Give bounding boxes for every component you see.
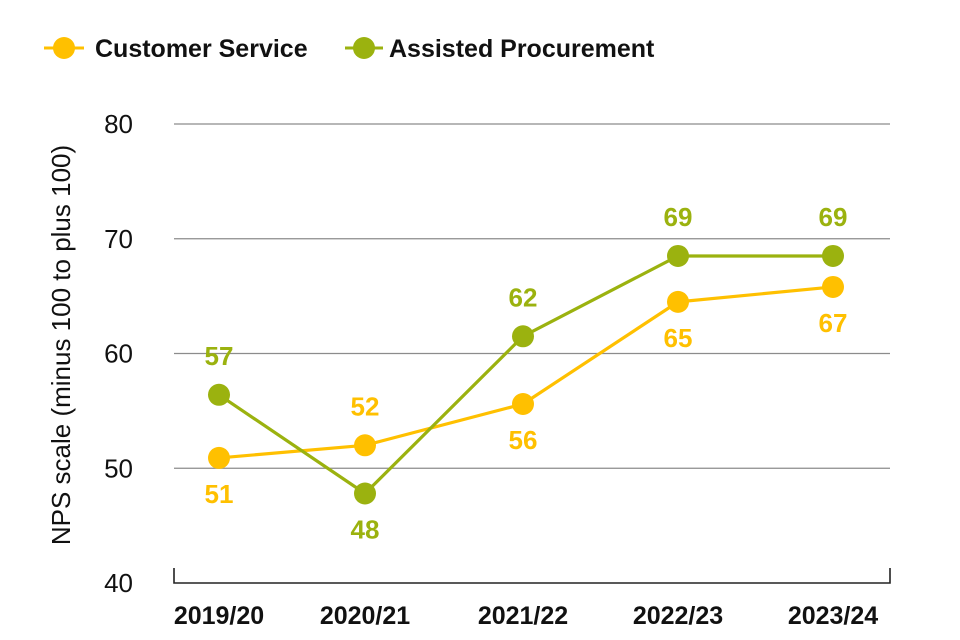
data-point-assisted-procurement-2020-21 bbox=[354, 482, 376, 505]
data-label-assisted-procurement-2023-24: 69 bbox=[819, 202, 848, 232]
y-tick-label-40: 40 bbox=[104, 568, 133, 598]
data-label-customer-service-2021-22: 56 bbox=[509, 425, 538, 455]
data-point-customer-service-2020-21 bbox=[354, 434, 376, 457]
data-point-customer-service-2022-23 bbox=[667, 290, 689, 313]
data-point-assisted-procurement-2021-22 bbox=[512, 325, 534, 348]
data-label-customer-service-2023-24: 67 bbox=[819, 308, 848, 338]
legend-label-assisted-procurement: Assisted Procurement bbox=[389, 35, 655, 63]
data-label-assisted-procurement-2021-22: 62 bbox=[509, 282, 538, 312]
data-point-customer-service-2019-20 bbox=[208, 446, 230, 469]
y-axis: 40 50 60 70 80 bbox=[104, 109, 133, 598]
data-label-assisted-procurement-2022-23: 69 bbox=[664, 202, 693, 232]
x-tick-label-2022-23: 2022/23 bbox=[633, 602, 723, 630]
x-tick-label-2019-20: 2019/20 bbox=[174, 602, 264, 630]
legend-marker-assisted-procurement bbox=[353, 37, 375, 59]
x-axis: 2019/20 2020/21 2021/22 2022/23 2023/24 bbox=[173, 568, 891, 630]
legend-label-customer-service: Customer Service bbox=[95, 35, 308, 63]
labels-layer: 51 52 56 65 67 57 48 62 69 69 bbox=[205, 202, 848, 545]
legend: Customer Service Assisted Procurement bbox=[44, 35, 655, 63]
y-tick-label-70: 70 bbox=[104, 224, 133, 254]
data-point-customer-service-2023-24 bbox=[822, 275, 844, 298]
data-label-customer-service-2019-20: 51 bbox=[205, 479, 234, 509]
x-tick-label-2023-24: 2023/24 bbox=[788, 602, 878, 630]
x-axis-line bbox=[173, 568, 891, 584]
legend-item-customer-service: Customer Service bbox=[44, 35, 308, 63]
data-point-assisted-procurement-2019-20 bbox=[208, 383, 230, 406]
y-tick-label-60: 60 bbox=[104, 339, 133, 369]
y-axis-title: NPS scale (minus 100 to plus 100) bbox=[46, 145, 76, 545]
gridlines bbox=[174, 123, 890, 469]
legend-item-assisted-procurement: Assisted Procurement bbox=[345, 35, 655, 63]
y-tick-label-50: 50 bbox=[104, 453, 133, 483]
series-layer bbox=[208, 244, 844, 505]
data-point-customer-service-2021-22 bbox=[512, 392, 534, 415]
x-tick-label-2020-21: 2020/21 bbox=[320, 602, 410, 630]
legend-marker-customer-service bbox=[53, 37, 75, 59]
data-point-assisted-procurement-2022-23 bbox=[667, 244, 689, 267]
data-point-assisted-procurement-2023-24 bbox=[822, 244, 844, 267]
data-label-customer-service-2022-23: 65 bbox=[664, 323, 693, 353]
y-tick-label-80: 80 bbox=[104, 109, 133, 139]
x-tick-label-2021-22: 2021/22 bbox=[478, 602, 568, 630]
data-label-customer-service-2020-21: 52 bbox=[351, 391, 380, 421]
data-label-assisted-procurement-2019-20: 57 bbox=[205, 341, 234, 371]
data-label-assisted-procurement-2020-21: 48 bbox=[351, 514, 380, 544]
